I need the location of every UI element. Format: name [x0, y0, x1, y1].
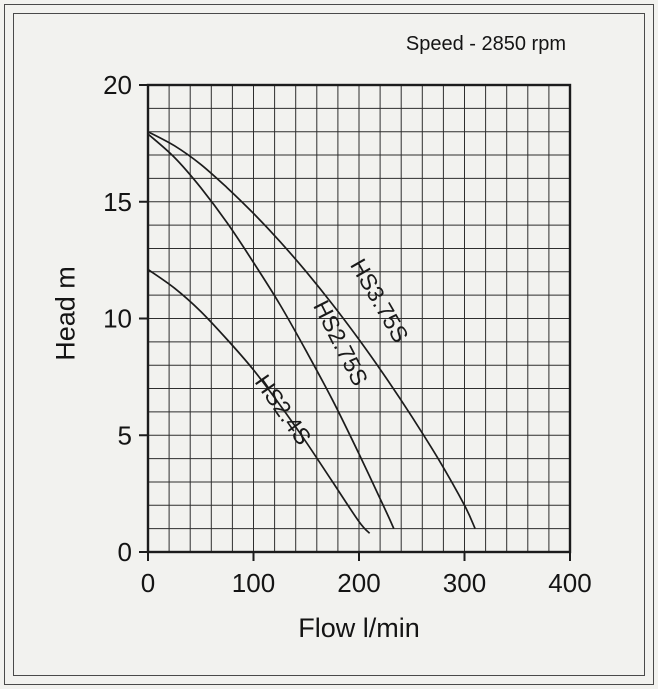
x-tick-label: 400 — [548, 568, 591, 598]
y-tick-label: 15 — [103, 187, 132, 217]
y-tick-label: 5 — [118, 420, 132, 450]
outer-frame — [4, 4, 654, 685]
inner-frame — [13, 13, 645, 676]
curve-HS3.75S — [147, 130, 476, 529]
x-axis-title: Flow l/min — [298, 613, 420, 643]
x-tick-label: 300 — [443, 568, 486, 598]
speed-annotation: Speed - 2850 rpm — [405, 33, 566, 55]
y-axis-title: Head m — [50, 266, 81, 361]
x-tick-label: 100 — [232, 568, 275, 598]
x-tick-label: 0 — [141, 568, 155, 598]
x-tick-label: 200 — [337, 568, 380, 598]
y-tick-label: 20 — [103, 70, 132, 100]
y-tick-label: 0 — [118, 537, 132, 567]
y-tick-label: 10 — [103, 304, 132, 334]
curve-HS2.75S — [147, 133, 395, 529]
curve-label-HS2.4S: HS2.4S — [250, 370, 317, 450]
curve-HS2.4S — [147, 268, 371, 534]
curve-label-HS2.75S: HS2.75S — [308, 296, 373, 390]
